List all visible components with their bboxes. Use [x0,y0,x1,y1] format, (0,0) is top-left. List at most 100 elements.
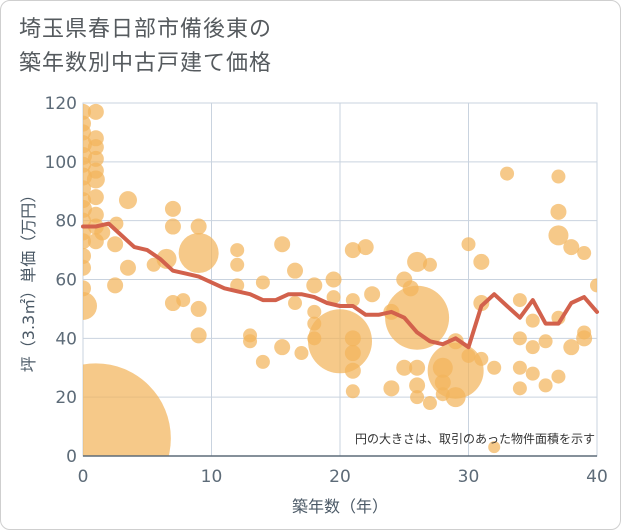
bubble-point [576,330,593,347]
y-axis-title: 坪（3.3㎡）単価（万円） [19,187,38,372]
bubble-point [119,259,136,276]
y-tick-label: 0 [66,447,77,467]
bubble-point [577,246,592,261]
x-tick-label: 10 [201,467,223,487]
bubble-point [87,206,104,223]
y-tick-label: 120 [45,94,77,114]
bubble-point [357,239,374,256]
trend-line-layer [81,221,599,350]
bubble-point [255,275,270,290]
bubble-point [590,278,597,293]
bubble-point [190,218,207,235]
y-tick-label: 20 [55,388,77,408]
bubble-point [550,203,567,220]
x-axis-title: 築年数（年） [292,497,388,516]
bubble-point [243,334,258,349]
bubble-point [525,340,540,355]
bubble-point [87,189,104,206]
bubble-point [190,300,207,317]
bubble-point [410,390,425,405]
bubble-point [474,351,489,366]
bubble-point [422,396,437,411]
bubble-point [190,327,207,344]
bubble-point [344,242,361,259]
bubble-point [396,359,413,376]
bubble-point [512,360,527,375]
bubble-point [500,166,515,181]
bubble-point [407,251,428,272]
bubble-point [461,348,476,363]
bubble-point [512,381,527,396]
average-trend-line [81,221,599,350]
bubble-point [344,345,361,362]
bubble-point [551,369,566,384]
bubble-point [308,309,372,374]
bubble-point [563,339,580,356]
bubble-point [488,441,501,454]
x-tick-label: 30 [458,467,480,487]
bubble-point [364,286,381,303]
y-tick-label: 60 [55,271,77,291]
bubble-point [385,285,450,350]
bubble-point [422,257,437,272]
bubble-point [325,271,342,288]
bubble-point [107,236,124,253]
bubble-series [83,103,597,456]
chart-title: 埼玉県春日部市備後東の 築年数別中古戸建て価格 [19,13,272,81]
bubble-point [274,236,291,253]
bubble-point [525,313,540,328]
bubble-point [230,243,245,258]
y-tick-label: 80 [55,212,77,232]
bubble-point [538,378,553,393]
bubble-point [512,293,527,308]
size-annotation: 円の大きさは、取引のあった物件面積を示す [355,431,595,446]
bubble-point [447,333,464,350]
bubble-point [345,384,360,399]
bubble-point [83,363,171,456]
bubble-point [563,239,580,256]
bubble-point [473,295,490,312]
bubble-point [288,296,303,311]
bubble-point [344,330,361,347]
bubble-point [164,218,181,235]
bubble-point [255,354,270,369]
bubble-point [326,290,341,305]
bubble-point [87,139,104,156]
bubble-point [306,277,323,294]
bubble-point [307,304,322,319]
bubble-point [107,277,124,294]
x-tick-label: 0 [78,467,89,487]
bubble-point [473,253,490,270]
chart-title-line2: 築年数別中古戸建て価格 [19,51,273,76]
y-tick-label: 40 [55,329,77,349]
bubble-point [87,150,104,167]
y-tick-label: 100 [45,153,77,173]
bubble-point [512,331,527,346]
bubble-point [87,103,104,120]
x-tick-label: 40 [586,467,608,487]
bubble-point [294,346,309,361]
bubble-point [538,334,553,349]
bubble-point [287,262,304,279]
bubble-point [487,360,502,375]
bubble-point [274,339,291,356]
bubble-point [409,377,426,394]
bubble-point [176,293,191,308]
chart-title-line1: 埼玉県春日部市備後東の [19,17,273,42]
bubble-point [525,366,540,381]
bubble-point [83,259,91,276]
axes: 0 20 40 60 80 100 120 0 10 20 30 40 [45,94,608,487]
bubble-point [156,248,177,269]
bubble-point [383,380,400,397]
bubble-point [86,170,105,189]
bubble-point [83,247,91,264]
bubble-point [83,291,97,320]
bubble-point [230,257,245,272]
x-tick-label: 20 [329,467,351,487]
bubble-point [178,233,219,274]
bubble-point [551,169,566,184]
bubble-point [548,225,569,246]
bubble-point [94,224,111,241]
bubble-point [445,387,466,408]
bubble-point [164,200,181,217]
